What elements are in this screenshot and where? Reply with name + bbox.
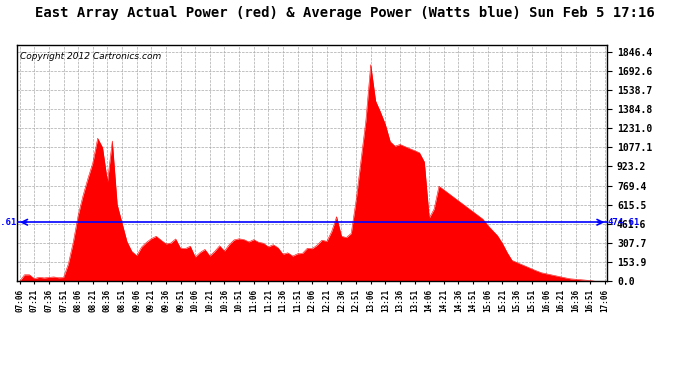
Text: Copyright 2012 Cartronics.com: Copyright 2012 Cartronics.com <box>20 52 161 61</box>
Text: East Array Actual Power (red) & Average Power (Watts blue) Sun Feb 5 17:16: East Array Actual Power (red) & Average … <box>35 6 655 20</box>
Text: 474.61: 474.61 <box>0 218 17 227</box>
Text: 474.61: 474.61 <box>608 218 640 227</box>
